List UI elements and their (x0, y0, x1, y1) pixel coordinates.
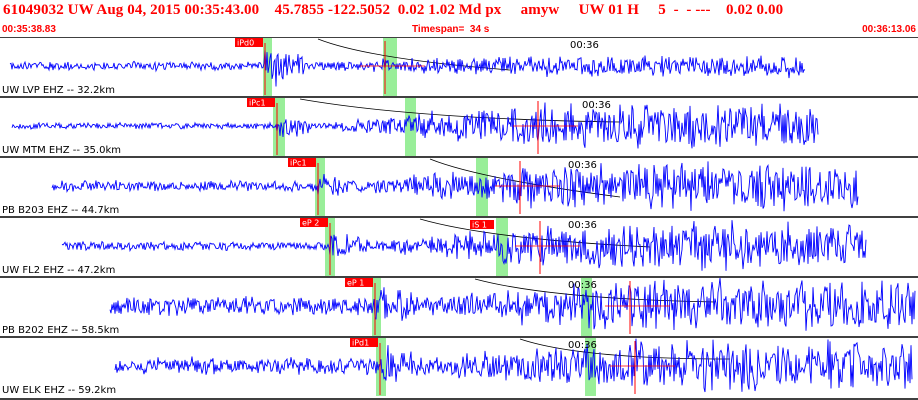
p-pick-label-box (247, 98, 275, 107)
s-pick-label-box (470, 220, 494, 229)
p-pick-label: iPc1 (290, 159, 307, 168)
p-pick-label: iPd1 (352, 339, 369, 348)
pick-window-highlight (476, 158, 488, 216)
time-tick-label: 00:36 (582, 100, 611, 111)
channel-row[interactable]: iPc1 00:36 PB B203 EHZ -- 44.7km (0, 156, 918, 216)
channel-label: UW ELK EHZ -- 59.2km (2, 385, 116, 396)
p-pick-label-box (288, 158, 316, 167)
end-time-label: 00:36:13.06 (862, 24, 916, 35)
p-pick-label: iPd0 (237, 39, 254, 48)
time-tick-label: 00:36 (568, 280, 597, 291)
time-tick-label: 00:36 (570, 40, 599, 51)
waveform-trace (109, 277, 916, 331)
waveform-trace (11, 102, 819, 149)
p-pick-label: eP 1 (347, 279, 364, 288)
pick-window-highlight (383, 38, 397, 96)
p-pick-label-box (300, 218, 328, 227)
p-pick-label-box (350, 338, 378, 347)
time-tick-label: 00:36 (568, 340, 597, 351)
channel-row[interactable]: iPd1 00:36 UW ELK EHZ -- 59.2km (0, 336, 918, 396)
channel-row[interactable]: eP 2 iS 1 00:36 UW FL2 EHZ -- 47.2km (0, 216, 918, 276)
time-tick-label: 00:36 (568, 220, 597, 231)
event-summary-line: 61049032 UW Aug 04, 2015 00:35:43.00 45.… (3, 2, 784, 18)
channel-label: UW MTM EHZ -- 35.0km (2, 145, 121, 156)
channel-row[interactable]: iPd0 00:36 UW LVP EHZ -- 32.2km (0, 37, 918, 96)
p-pick-label: eP 2 (302, 219, 319, 228)
waveform-trace (51, 161, 859, 212)
p-pick-label: iPc1 (249, 99, 266, 108)
p-pick-label-box (235, 38, 263, 47)
s-pick-label: iS 1 (472, 221, 487, 230)
channel-label: PB B203 EHZ -- 44.7km (2, 205, 119, 216)
channel-label: UW LVP EHZ -- 32.2km (2, 85, 115, 96)
pick-window-highlight (315, 158, 325, 216)
channel-label: UW FL2 EHZ -- 47.2km (2, 265, 115, 276)
event-header: 61049032 UW Aug 04, 2015 00:35:43.00 45.… (0, 0, 918, 35)
timespan-label: Timespan= 34 s (412, 24, 490, 35)
channel-label: PB B202 EHZ -- 58.5km (2, 325, 119, 336)
waveform-trace (114, 338, 913, 393)
time-tick-label: 00:36 (568, 160, 597, 171)
seismogram-panel[interactable]: iPd0 00:36 UW LVP EHZ -- 32.2km iPc1 00:36 UW… (0, 37, 918, 400)
channel-row[interactable]: eP 1 00:36 PB B202 EHZ -- 58.5km (0, 276, 918, 336)
pick-window-highlight (581, 278, 592, 336)
channel-row[interactable]: iPc1 00:36 UW MTM EHZ -- 35.0km (0, 96, 918, 156)
start-time-label: 00:35:38.83 (2, 24, 56, 35)
moveout-curve (299, 98, 621, 123)
waveform-trace (61, 220, 867, 271)
p-pick-label-box (345, 278, 373, 287)
waveform-trace (9, 48, 806, 87)
pick-window-highlight (376, 338, 386, 396)
